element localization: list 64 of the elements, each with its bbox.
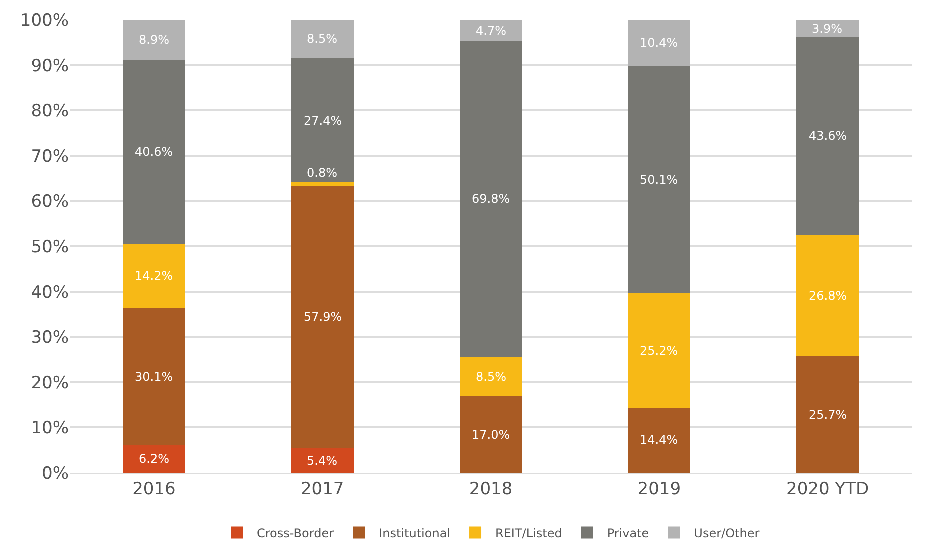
data-label: 26.8% [809, 289, 848, 303]
y-tick-label: 70% [31, 146, 69, 167]
legend-label: Institutional [379, 526, 451, 540]
y-tick-label: 10% [31, 418, 69, 439]
data-label: 8.5% [476, 370, 506, 384]
data-label: 4.7% [476, 24, 506, 38]
y-tick-label: 20% [31, 373, 69, 394]
y-tick-label: 80% [31, 102, 69, 122]
legend-label: Private [607, 526, 650, 540]
bar [123, 60, 186, 244]
bar [796, 235, 859, 357]
data-label: 69.8% [472, 192, 510, 206]
bar [123, 244, 186, 309]
bar [123, 308, 186, 445]
data-label: 8.5% [307, 32, 338, 46]
y-tick-label: 50% [31, 237, 69, 258]
bar [628, 408, 691, 473]
x-tick-label: 2018 [469, 479, 513, 500]
bar [123, 20, 186, 60]
data-label: 25.2% [640, 344, 678, 358]
bar [628, 294, 691, 408]
data-label: 25.7% [809, 408, 848, 422]
legend-label: REIT/Listed [496, 526, 562, 540]
y-tick-label: 90% [31, 56, 69, 76]
data-label: 8.9% [139, 33, 170, 47]
x-tick-label: 2019 [638, 479, 682, 500]
data-label: 30.1% [135, 370, 174, 384]
bar [460, 357, 522, 396]
bar [291, 58, 354, 183]
bar [460, 20, 522, 42]
bar [291, 448, 354, 473]
bar [628, 66, 691, 294]
y-tick-label: 100% [20, 10, 69, 31]
bar [628, 20, 691, 67]
x-tick-label: 2016 [132, 479, 176, 500]
bar [796, 38, 859, 236]
data-label: 50.1% [640, 173, 678, 187]
bar [291, 20, 354, 58]
bar [460, 41, 522, 358]
data-label: 57.9% [304, 310, 342, 324]
data-label: 5.4% [307, 454, 338, 468]
data-label: 14.2% [135, 269, 174, 283]
bar [123, 444, 186, 473]
y-tick-label: 0% [42, 464, 69, 484]
data-label: 14.4% [640, 433, 678, 447]
bar [291, 182, 354, 186]
x-tick-label: 2020 YTD [786, 479, 870, 500]
data-label: 6.2% [139, 452, 170, 466]
data-label: 0.8% [307, 166, 338, 180]
data-label: 3.9% [812, 22, 842, 36]
data-label: 17.0% [472, 428, 510, 442]
legend-label: Cross-Border [257, 526, 334, 540]
data-label: 43.6% [809, 129, 848, 143]
y-tick-label: 60% [31, 192, 69, 212]
bar [460, 396, 522, 473]
data-label: 27.4% [304, 114, 342, 128]
y-tick-label: 40% [31, 282, 69, 303]
legend-label: User/Other [694, 526, 760, 540]
bar [796, 356, 859, 473]
bar [291, 186, 354, 449]
data-label: 10.4% [640, 36, 678, 50]
y-tick-label: 30% [31, 328, 69, 348]
x-tick-label: 2017 [300, 479, 344, 500]
data-label: 40.6% [135, 145, 174, 159]
